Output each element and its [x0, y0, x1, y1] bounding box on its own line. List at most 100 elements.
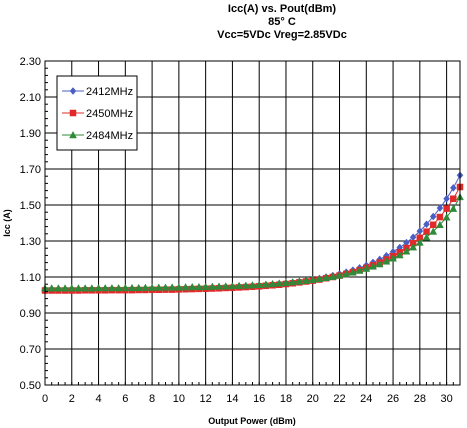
data-point [201, 282, 210, 290]
data-point [154, 283, 163, 291]
data-point [375, 260, 384, 268]
data-point [348, 268, 357, 276]
chart-title-line-3: Vcc=5VDc Vreg=2.85VDc [217, 29, 347, 41]
x-tick-label: 30 [440, 393, 452, 405]
data-point [389, 254, 397, 262]
data-point [74, 284, 83, 292]
legend-marker [69, 87, 77, 95]
data-point [128, 283, 136, 292]
data-point [342, 269, 351, 278]
data-point [141, 283, 150, 291]
y-tick-label: 0.70 [20, 344, 41, 356]
data-point [443, 194, 450, 203]
data-point [188, 282, 197, 291]
data-point [208, 282, 217, 290]
x-tick-label: 6 [122, 393, 128, 405]
data-point [429, 221, 437, 229]
data-point [195, 282, 203, 291]
x-tick-label: 28 [414, 393, 426, 405]
data-point [322, 273, 331, 281]
data-point [261, 280, 270, 288]
y-tick-label: 2.10 [20, 92, 41, 104]
legend-entry: 2450MHz [62, 108, 133, 120]
plot-frame [44, 60, 461, 386]
data-point [362, 264, 371, 272]
y-tick-label: 0.90 [20, 308, 41, 320]
x-tick-label: 4 [95, 393, 101, 405]
data-point [415, 238, 424, 246]
data-point [101, 283, 110, 292]
chart-title-line-2: 85° C [268, 16, 296, 28]
data-point [282, 278, 290, 287]
x-tick-label: 20 [307, 393, 319, 405]
data-point [436, 204, 444, 212]
data-point [181, 283, 190, 291]
data-point [67, 284, 76, 292]
legend-label: 2412MHz [86, 86, 133, 98]
data-point [47, 284, 56, 292]
data-point [134, 283, 143, 292]
data-point [61, 284, 69, 292]
y-axis-title: Icc (A) [2, 209, 12, 237]
data-point [268, 279, 277, 288]
data-point [449, 184, 457, 192]
data-point [402, 247, 411, 255]
data-point [315, 274, 324, 283]
data-point [148, 283, 157, 291]
data-point [288, 278, 297, 286]
data-point [449, 204, 458, 212]
data-point [168, 283, 177, 291]
data-point [302, 276, 310, 284]
x-axis-title: Output Power (dBm) [208, 416, 296, 426]
series-2484MHz [41, 192, 464, 292]
legend-entry: 2412MHz [62, 86, 133, 98]
x-tick-label: 24 [360, 393, 372, 405]
data-point [215, 282, 223, 290]
data-point [235, 281, 244, 289]
data-point [423, 220, 430, 229]
data-point [422, 233, 431, 241]
data-point [174, 283, 183, 291]
data-point [308, 275, 317, 283]
y-tick-label: 1.70 [20, 164, 41, 176]
y-tick-label: 2.30 [20, 56, 41, 68]
y-tick-label: 1.10 [20, 272, 41, 284]
x-tick-label: 16 [253, 393, 265, 405]
legend-marker [69, 130, 77, 139]
data-point [429, 227, 438, 235]
x-tick-label: 12 [200, 393, 212, 405]
x-tick-label: 0 [42, 393, 48, 405]
legend-entry: 2484MHz [62, 130, 133, 142]
x-tick-label: 10 [173, 393, 185, 405]
data-point [248, 281, 257, 289]
data-point [382, 257, 391, 265]
data-point [221, 282, 230, 290]
data-point [443, 205, 450, 212]
chart-title-line-1: Icc(A) vs. Pout(dBm) [228, 3, 337, 15]
data-point [429, 212, 437, 221]
data-point [335, 271, 344, 279]
data-point [436, 213, 444, 221]
data-point [442, 213, 451, 221]
x-tick-label: 2 [69, 393, 75, 405]
data-point [228, 281, 237, 290]
x-tick-label: 14 [226, 393, 238, 405]
x-tick-label: 8 [149, 393, 155, 405]
data-point [161, 283, 170, 291]
data-point [255, 280, 264, 288]
data-point [121, 283, 130, 292]
data-point [94, 283, 103, 292]
data-point [328, 272, 337, 280]
data-point [355, 266, 364, 274]
data-point [108, 283, 116, 292]
y-tick-label: 1.50 [20, 200, 41, 212]
data-point [54, 284, 63, 292]
y-tick-label: 0.50 [20, 380, 41, 392]
tick-labels: 0 2 4 6 8 10 12 14 16 18 20 22 24 26 28 300.500.700.901… [20, 56, 453, 405]
data-point [369, 262, 377, 270]
data-point [81, 284, 90, 292]
data-point [241, 281, 250, 289]
legend-marker [69, 109, 77, 117]
x-tick-label: 18 [280, 393, 292, 405]
data-point [450, 195, 457, 202]
